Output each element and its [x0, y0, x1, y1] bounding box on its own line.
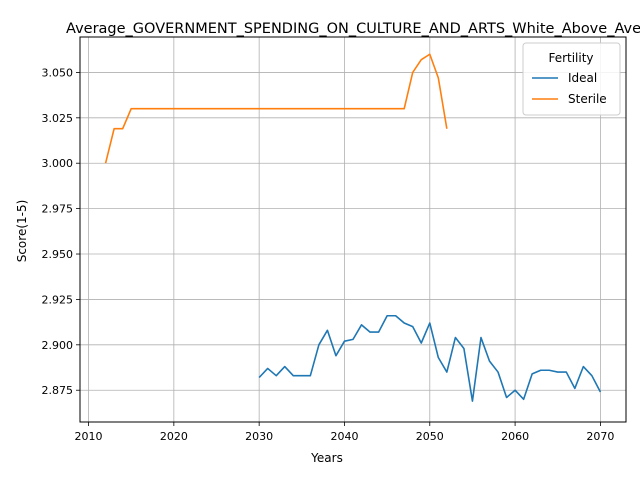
x-tick-label: 2040	[330, 430, 358, 443]
plot-frame	[79, 36, 627, 423]
series-line-sterile	[104, 53, 448, 164]
legend-box	[522, 42, 621, 116]
legend-title: Fertility	[548, 51, 593, 65]
x-axis-label: Years	[310, 451, 343, 465]
y-axis-label: Score(1-5)	[15, 200, 29, 263]
x-tick-label: 2070	[586, 430, 614, 443]
y-tick-label: 2.875	[42, 384, 74, 397]
x-tick-label: 2060	[501, 430, 529, 443]
x-tick-label: 2020	[160, 430, 188, 443]
y-tick-label: 2.975	[42, 203, 74, 216]
x-axis-ticks: 2010 2020 2030 2040 2050 2060 2070	[75, 422, 614, 443]
series-line-ideal	[258, 314, 602, 402]
y-tick-label: 3.050	[42, 66, 74, 79]
y-tick-label: 2.900	[42, 339, 74, 352]
series-layer	[104, 53, 602, 402]
legend: Fertility Ideal Sterile	[522, 42, 621, 116]
x-tick-label: 2010	[75, 430, 103, 443]
chart-title: Average_GOVERNMENT_SPENDING_ON_CULTURE_A…	[66, 21, 640, 37]
y-axis-ticks: 2.875 2.900 2.925 2.950 2.975 3.000 3.025 3.050	[42, 66, 80, 397]
y-tick-label: 3.000	[42, 157, 74, 170]
grid-lines	[80, 37, 626, 422]
x-tick-label: 2030	[245, 430, 273, 443]
x-tick-label: 2050	[416, 430, 444, 443]
legend-label-ideal: Ideal	[568, 71, 597, 85]
y-tick-label: 2.950	[42, 248, 74, 261]
legend-label-sterile: Sterile	[568, 92, 607, 106]
y-tick-label: 2.925	[42, 293, 74, 306]
y-tick-label: 3.025	[42, 112, 74, 125]
